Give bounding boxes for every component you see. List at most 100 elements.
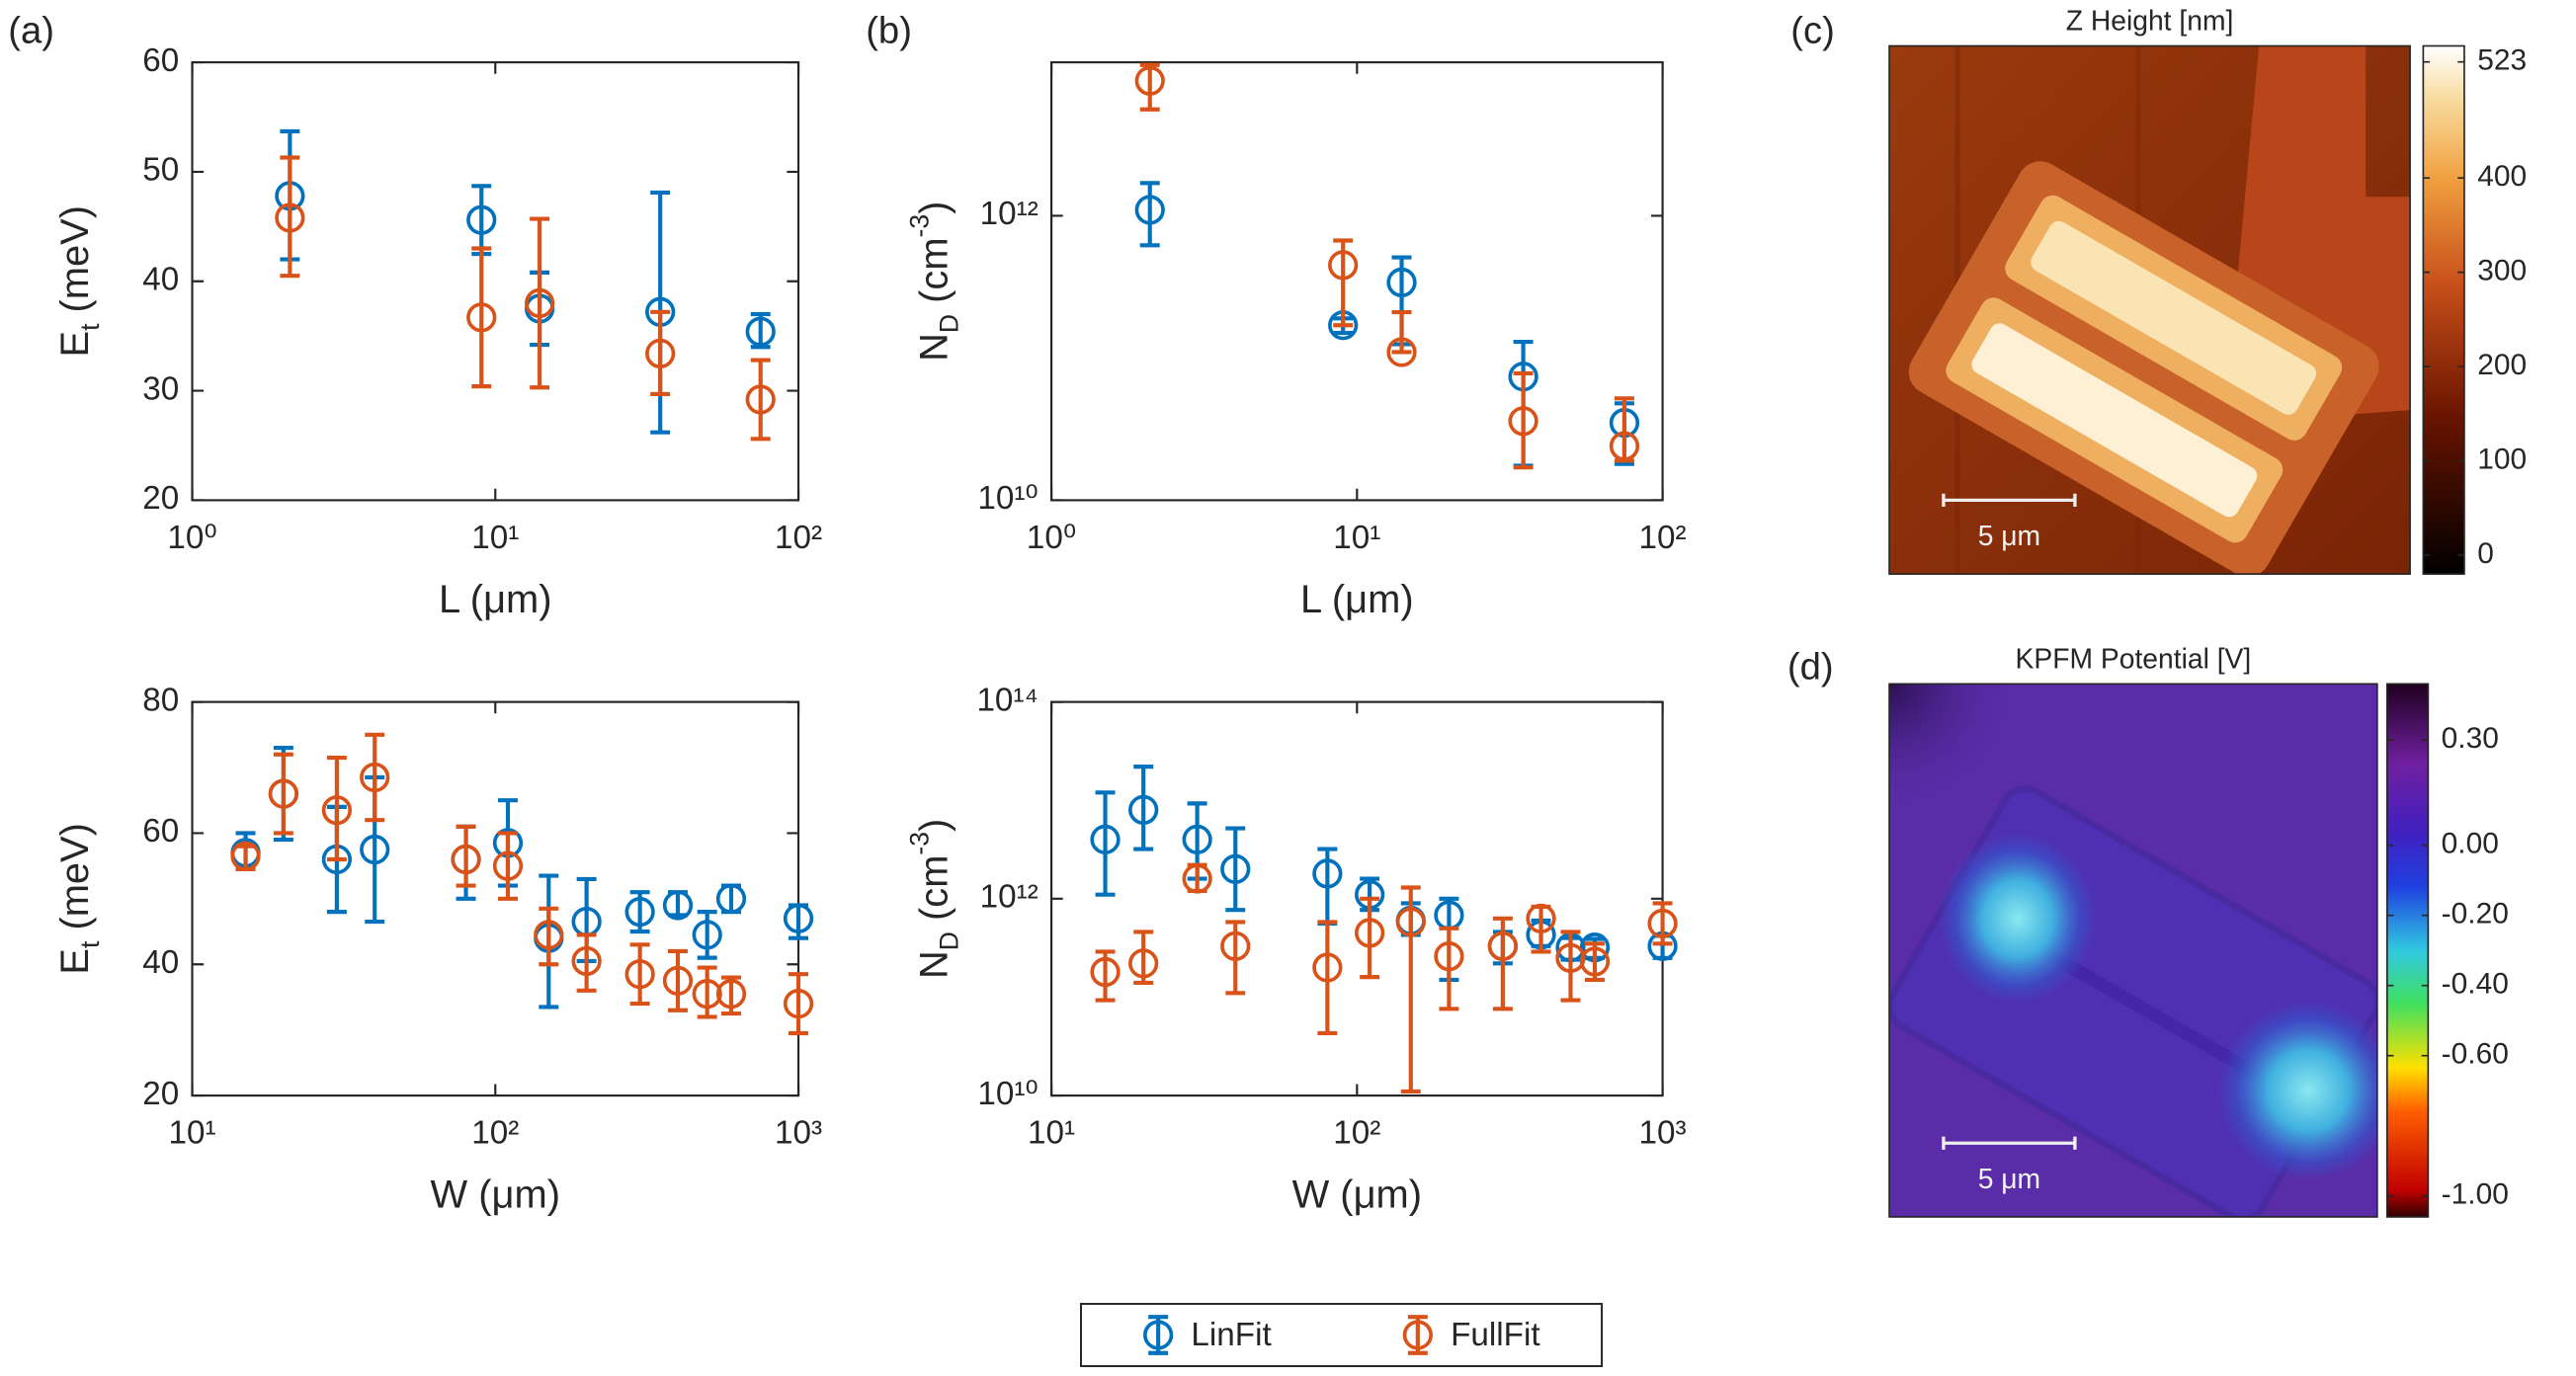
error-bar [1391,309,1412,355]
image-title: Z Height [nm] [2066,5,2234,37]
marker [1182,824,1212,854]
image-frame [1888,44,2411,575]
marker [1487,931,1519,961]
marker [1090,956,1121,988]
x-axis-label: W (μm) [1292,1174,1423,1217]
panel-label: (a) [8,9,54,51]
marker [783,903,814,933]
kpfm-image [1889,684,2377,1217]
legend-label: LinFit [1191,1317,1271,1353]
y-axis-label-part: ) [912,202,956,214]
error-bar [539,906,559,967]
y-tick-label: 10¹² [980,196,1039,232]
error-bar [1139,62,1160,112]
marker [745,316,776,347]
y-tick-label: 20 [142,480,179,517]
y-tick-label: 10¹⁰ [977,480,1038,517]
x-tick-label: 10⁰ [167,520,216,556]
error-bar [273,752,293,836]
marker [1508,406,1538,437]
error-bar [280,155,300,279]
y-axis-label-part: (meV) [53,823,97,941]
marker [360,762,390,793]
y-axis-label-part: (cm [912,855,956,931]
plot-frame [191,61,800,502]
error-bar [1133,930,1154,985]
marker [662,890,694,921]
y-axis-label-part: (cm [912,237,956,313]
x-axis-label: W (μm) [431,1174,561,1217]
y-axis-label: ND (cm-3) [905,202,964,362]
colorbar-tick-label: -0.40 [2442,968,2509,1001]
marker [1220,853,1251,884]
marker [1355,918,1385,948]
x-tick-label: 10² [775,520,822,556]
colorbar-tick-label: 200 [2477,349,2527,381]
afm-device [1908,161,2379,575]
colorbar-tick-label: 400 [2477,160,2527,193]
error-bar [456,824,476,888]
error-bar [530,216,550,390]
error-bar [326,755,347,862]
y-axis-label-part: E [53,331,97,358]
colorbar-tick-label: 0.00 [2442,828,2499,860]
marker [1128,948,1159,979]
marker [1134,195,1165,225]
marker [524,287,555,319]
colorbar [2385,683,2430,1218]
colorbar-tick-label: -0.60 [2442,1038,2509,1071]
y-tick-label: 80 [142,682,179,718]
legend-box [1080,1302,1604,1368]
legend-icon [1143,1320,1174,1350]
x-tick-label: 10² [1333,1115,1380,1152]
y-tick-label: 60 [142,813,179,850]
image-title: KPFM Potential [V] [2016,643,2252,675]
marker [1386,337,1417,367]
marker [451,844,481,875]
x-tick-label: 10⁰ [1027,520,1076,556]
y-axis-label-part: E [53,948,97,975]
scale-bar-label: 5 μm [1978,1163,2040,1194]
x-tick-label: 10¹ [1028,1115,1075,1152]
error-bar [697,910,717,960]
marker [1328,250,1359,281]
y-tick-label: 60 [142,42,179,79]
legend-icon [1402,1320,1433,1350]
error-bar [750,358,771,442]
axes: 20 40 60 80 10¹ 10² 10³ W (μm) Et (meV) [53,682,822,1216]
error-bar [576,932,597,993]
y-axis-label-part: D [935,931,964,950]
x-axis-label: L (μm) [1300,578,1414,621]
marker [745,384,776,415]
colorbar-tick-label: 523 [2477,44,2527,77]
marker [268,778,298,809]
axes: 10¹⁰ 10¹² 10⁰ 10¹ 10² L (μm) ND (cm-3) [905,61,1687,621]
marker [624,897,655,928]
panel-label: (b) [866,9,912,51]
legend: LinFit FullFit [1080,1302,1604,1368]
error-bar [471,246,492,389]
y-tick-label: 10¹⁴ [976,682,1038,718]
afm-strip-core [2031,220,2317,415]
y-tick-label: 40 [142,944,179,981]
axes: 10¹⁰ 10¹² 10¹⁴ 10¹ 10² 10³ W (μm) ND (cm-3) [905,682,1687,1216]
error-bar [1513,370,1534,470]
marker [662,965,694,996]
marker [692,920,722,950]
y-tick-label: 40 [142,262,179,298]
colorbar-tick-label: 300 [2477,255,2527,287]
marker [466,302,497,333]
colorbar-tick-label: 0 [2477,537,2494,570]
y-axis-label-part: ) [912,819,956,832]
x-tick-label: 10³ [775,1115,822,1152]
marker [1386,267,1417,298]
marker [1434,941,1464,972]
marker [1090,824,1121,854]
y-axis-label: Et (meV) [53,205,106,357]
axes: 20 30 40 50 60 10⁰ 10¹ 10² L (μm) Et (meV) [53,42,822,621]
marker [624,959,655,990]
marker [275,202,305,233]
y-tick-label: 50 [142,152,179,189]
marker [715,883,747,914]
